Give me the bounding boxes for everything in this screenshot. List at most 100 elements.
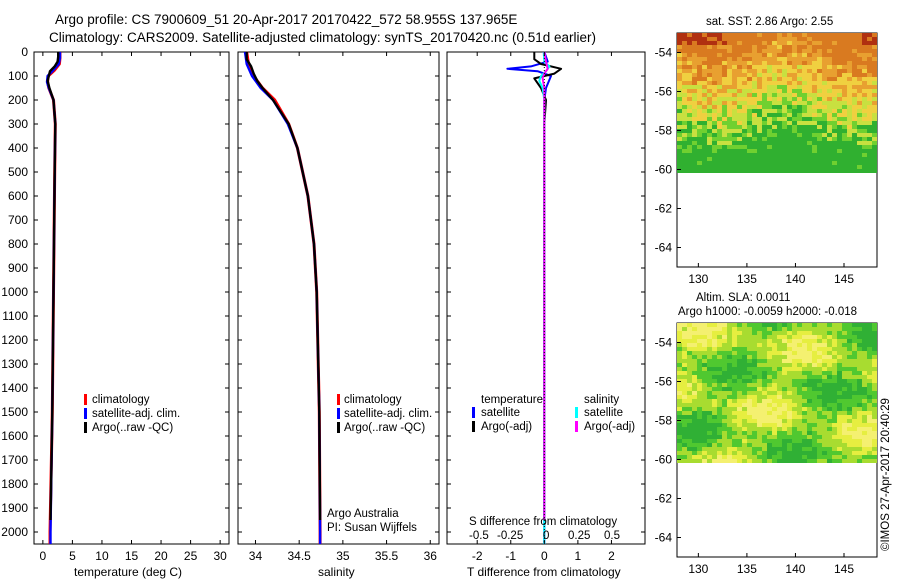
map-cell	[732, 423, 737, 427]
map-cell	[807, 351, 812, 355]
map-cell	[707, 133, 712, 137]
map-cell	[802, 141, 807, 145]
map-cell	[752, 37, 757, 41]
map-cell	[857, 339, 862, 343]
map-cell	[802, 399, 807, 403]
map-cell	[867, 77, 872, 81]
map-cell	[772, 347, 777, 351]
map-cell	[762, 339, 767, 343]
map-cell	[702, 117, 707, 121]
map-cell	[687, 93, 692, 97]
map-cell	[682, 169, 687, 173]
map-cell	[852, 105, 857, 109]
map-cell	[727, 387, 732, 391]
map-cell	[817, 89, 822, 93]
map-cell	[717, 65, 722, 69]
map-cell	[857, 395, 862, 399]
map-cell	[792, 343, 797, 347]
map-cell	[737, 323, 742, 327]
map-cell	[727, 81, 732, 85]
map-cell	[787, 41, 792, 45]
map-cell	[697, 455, 702, 459]
map-cell	[697, 435, 702, 439]
map-cell	[867, 447, 872, 451]
map-cell	[862, 383, 867, 387]
map-cell	[822, 161, 827, 165]
map-cell	[762, 427, 767, 431]
map-cell	[857, 391, 862, 395]
map-cell	[722, 403, 727, 407]
map-cell	[782, 323, 787, 327]
map-cell	[807, 65, 812, 69]
map-cell	[697, 49, 702, 53]
map-cell	[772, 33, 777, 37]
map-cell	[757, 169, 762, 173]
map-cell	[717, 399, 722, 403]
map-cell	[717, 439, 722, 443]
map-cell	[752, 53, 757, 57]
map-cell	[812, 57, 817, 61]
map-cell	[742, 439, 747, 443]
map-cell	[772, 81, 777, 85]
map-cell	[677, 399, 682, 403]
map-cell	[722, 423, 727, 427]
map-cell	[787, 165, 792, 169]
map-cell	[857, 165, 862, 169]
map-cell	[862, 157, 867, 161]
map-cell	[712, 125, 717, 129]
map-cell	[787, 129, 792, 133]
s-difference-label: S difference from climatology	[469, 516, 617, 528]
map-cell	[762, 391, 767, 395]
legend-swatch-climatology	[337, 394, 340, 405]
map-cell	[852, 113, 857, 117]
map-cell	[827, 455, 832, 459]
map-cell	[707, 105, 712, 109]
map-cell	[792, 435, 797, 439]
map-cell	[852, 133, 857, 137]
map-cell	[847, 443, 852, 447]
map-cell	[817, 363, 822, 367]
map-cell	[802, 109, 807, 113]
map-cell	[867, 327, 872, 331]
map-cell	[682, 403, 687, 407]
map-cell	[797, 169, 802, 173]
map-cell	[737, 339, 742, 343]
map-cell	[832, 351, 837, 355]
map-cell	[867, 403, 872, 407]
map-cell	[807, 451, 812, 455]
map-cell	[717, 141, 722, 145]
map-cell	[782, 101, 787, 105]
map-cell	[812, 77, 817, 81]
map-cell	[802, 145, 807, 149]
map-cell	[767, 371, 772, 375]
map-cell	[782, 431, 787, 435]
map-cell	[697, 41, 702, 45]
map-cell	[692, 387, 697, 391]
map-cell	[682, 339, 687, 343]
map-cell	[807, 375, 812, 379]
map-cell	[712, 399, 717, 403]
map-cell	[692, 89, 697, 93]
map-cell	[677, 459, 682, 463]
map-cell	[797, 41, 802, 45]
map-cell	[852, 165, 857, 169]
map-cell	[692, 327, 697, 331]
map-cell	[717, 343, 722, 347]
map-cell	[702, 439, 707, 443]
map-cell	[732, 403, 737, 407]
map-cell	[687, 117, 692, 121]
map-cell	[782, 117, 787, 121]
map-cell	[782, 367, 787, 371]
map-cell	[822, 65, 827, 69]
map-cell	[777, 423, 782, 427]
map-cell	[692, 419, 697, 423]
map-cell	[762, 61, 767, 65]
map-cell	[787, 141, 792, 145]
map-cell	[682, 145, 687, 149]
map-cell	[687, 129, 692, 133]
depth-tick-label: 1800	[1, 477, 28, 491]
map-cell	[727, 359, 732, 363]
map-cell	[717, 153, 722, 157]
map-cell	[712, 129, 717, 133]
map-cell	[762, 93, 767, 97]
